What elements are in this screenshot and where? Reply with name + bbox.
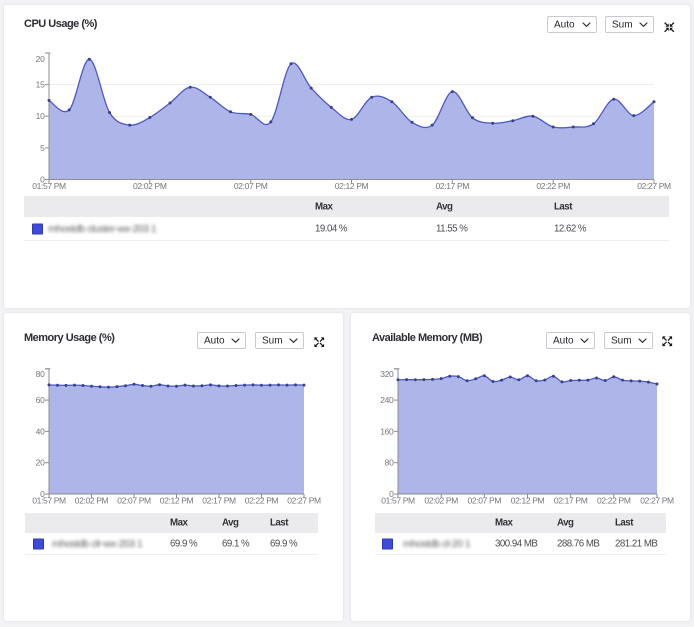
svg-text:20: 20: [36, 458, 45, 468]
svg-text:02:12 PM: 02:12 PM: [160, 496, 194, 506]
svg-text:02:22 PM: 02:22 PM: [536, 181, 570, 191]
svg-text:80: 80: [36, 369, 45, 379]
svg-text:02:27 PM: 02:27 PM: [637, 181, 671, 191]
svg-text:02:07 PM: 02:07 PM: [234, 181, 268, 191]
svg-text:40: 40: [36, 426, 45, 436]
svg-text:02:27 PM: 02:27 PM: [287, 496, 321, 506]
svg-text:01:57 PM: 01:57 PM: [32, 496, 66, 506]
svg-text:20: 20: [36, 54, 45, 64]
svg-text:02:07 PM: 02:07 PM: [468, 496, 502, 506]
svg-text:0: 0: [40, 489, 45, 499]
svg-text:240: 240: [380, 395, 394, 405]
svg-text:02:17 PM: 02:17 PM: [202, 496, 236, 506]
svg-text:15: 15: [36, 80, 45, 90]
svg-text:320: 320: [380, 369, 394, 379]
svg-text:60: 60: [36, 395, 45, 405]
svg-text:80: 80: [385, 458, 394, 468]
svg-text:10: 10: [36, 111, 45, 121]
svg-text:02:17 PM: 02:17 PM: [554, 496, 588, 506]
svg-text:0: 0: [40, 175, 45, 185]
svg-text:01:57 PM: 01:57 PM: [32, 181, 66, 191]
svg-text:02:02 PM: 02:02 PM: [424, 496, 458, 506]
svg-text:02:07 PM: 02:07 PM: [117, 496, 151, 506]
svg-text:02:27 PM: 02:27 PM: [640, 496, 674, 506]
svg-text:02:02 PM: 02:02 PM: [133, 181, 167, 191]
svg-text:5: 5: [40, 143, 45, 153]
svg-text:160: 160: [380, 426, 394, 436]
svg-text:02:17 PM: 02:17 PM: [436, 181, 470, 191]
svg-text:02:12 PM: 02:12 PM: [511, 496, 545, 506]
svg-text:02:02 PM: 02:02 PM: [75, 496, 109, 506]
svg-text:02:22 PM: 02:22 PM: [245, 496, 279, 506]
svg-text:01:57 PM: 01:57 PM: [381, 496, 415, 506]
svg-text:02:12 PM: 02:12 PM: [335, 181, 369, 191]
svg-text:0: 0: [389, 489, 394, 499]
svg-text:02:22 PM: 02:22 PM: [597, 496, 631, 506]
